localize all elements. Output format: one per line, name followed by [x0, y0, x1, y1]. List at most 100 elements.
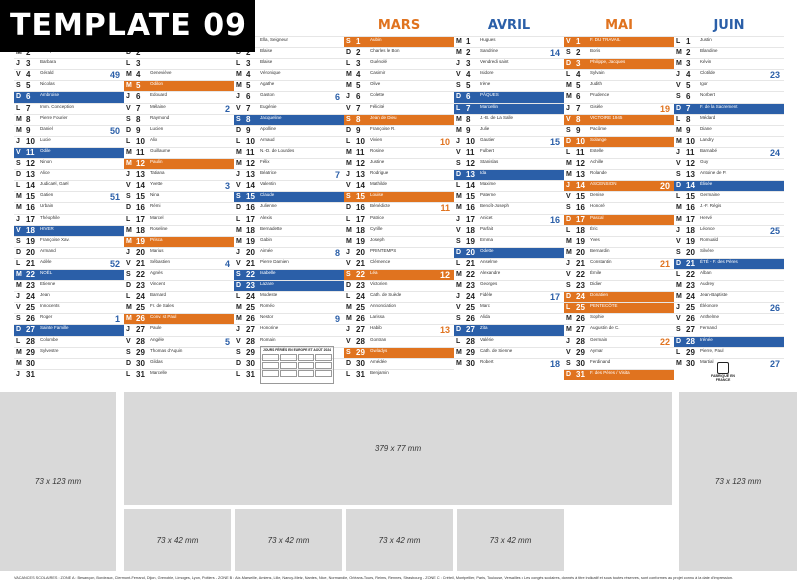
- week-number: 11: [440, 203, 450, 214]
- saint-name: Barbara: [40, 59, 57, 65]
- day-letter: D: [126, 204, 132, 212]
- saint-name: Aimée: [260, 247, 273, 253]
- day-letter: J: [456, 215, 460, 223]
- day-row: M 19 Gabin: [234, 235, 344, 247]
- day-row: V 22 Émile: [564, 268, 674, 280]
- week-number: 52: [109, 258, 120, 269]
- saint-name: Augustin de C.: [590, 325, 620, 331]
- day-row: M 29 Sylvestre: [14, 346, 124, 358]
- day-letter: L: [346, 370, 351, 378]
- day-number: 27: [356, 325, 365, 335]
- day-letter: M: [126, 160, 132, 168]
- day-number: 17: [136, 214, 145, 224]
- day-row: M 18 Bernadette: [234, 224, 344, 236]
- day-letter: M: [346, 160, 352, 168]
- day-number: 10: [576, 136, 585, 146]
- week-number: 23: [769, 70, 780, 81]
- day-row: D 20 Armand: [14, 246, 124, 258]
- saint-name: Yves: [590, 236, 600, 242]
- day-number: 29: [576, 347, 585, 357]
- week-number: 6: [334, 92, 340, 103]
- day-number: 27: [26, 325, 35, 335]
- day-number: 28: [466, 336, 475, 346]
- day-number: 2: [356, 48, 361, 58]
- day-number: 14: [466, 181, 475, 191]
- day-row: J 4 Clotilde 23: [674, 69, 784, 80]
- day-number: 1: [356, 37, 361, 46]
- day-row: J 25 Éléonore 26: [674, 302, 784, 313]
- day-letter: M: [456, 38, 462, 45]
- day-row: M 9 Daniel 50: [14, 124, 124, 136]
- day-number: 2: [576, 48, 581, 58]
- day-letter: L: [566, 304, 571, 312]
- day-number: 1: [686, 37, 691, 46]
- day-row: M 19 Yves: [564, 235, 674, 247]
- day-letter: M: [676, 293, 682, 301]
- saint-name: Véronique: [260, 70, 281, 76]
- saint-name: Romuald: [700, 236, 719, 242]
- saint-name: Sébastien: [150, 258, 171, 264]
- day-letter: M: [676, 126, 682, 134]
- day-number: 23: [576, 281, 585, 291]
- day-row: S 29 Thomas d'Aquin: [124, 346, 234, 358]
- day-row: L 17 Alexis: [234, 213, 344, 225]
- day-row: J 13 Tatiana: [124, 169, 234, 180]
- legend-title: JOURS FÉRIÉS EN EUROPE ET AOÛT 2024: [262, 348, 332, 352]
- week-number: 1: [114, 314, 120, 325]
- day-row: D 17 Pascal: [564, 213, 674, 225]
- day-number: 7: [576, 103, 581, 113]
- day-row: J 27 Paule: [124, 324, 234, 335]
- week-number: 10: [439, 136, 450, 147]
- saint-name: Sandrine: [480, 48, 499, 54]
- saint-name: Vendredi saint: [480, 59, 509, 65]
- saint-name: Olive: [370, 81, 381, 87]
- day-letter: M: [236, 160, 242, 168]
- day-row: S 15 Claude: [234, 191, 344, 203]
- week-number: 12: [439, 269, 450, 280]
- saint-name: Valérie: [480, 336, 494, 342]
- day-number: 13: [136, 170, 145, 180]
- day-number: 24: [26, 292, 35, 302]
- day-number: 2: [26, 48, 31, 58]
- saint-name: N.-D. de Lourdes: [260, 147, 295, 153]
- saint-name: Innocents: [40, 303, 60, 309]
- day-letter: D: [676, 259, 682, 267]
- saint-name: Joseph: [370, 236, 385, 242]
- day-row: L 31: [234, 368, 344, 380]
- day-letter: V: [236, 259, 241, 267]
- saint-name: Lazare: [260, 281, 274, 287]
- saint-name: Gabin: [260, 236, 273, 242]
- day-letter: D: [16, 93, 22, 101]
- day-row: M 13 Rolande: [564, 169, 674, 180]
- day-letter: L: [126, 60, 131, 68]
- week-number: 8: [334, 247, 340, 258]
- day-number: 27: [576, 325, 585, 335]
- day-row: J 10 Gautier 15: [454, 135, 564, 147]
- day-row: S 15 Nina: [124, 191, 234, 202]
- saint-name: Larissa: [370, 314, 385, 320]
- day-list: S 1 Aubin D 2 Charles le Bon L 3 Guénolé M 4 Casimi…: [344, 36, 454, 380]
- day-letter: M: [126, 237, 132, 245]
- saint-name: Justine: [370, 159, 385, 165]
- day-row: J 28 Germain 22: [564, 335, 674, 347]
- day-letter: J: [676, 148, 680, 156]
- day-letter: L: [126, 215, 131, 223]
- day-row: J 17 Théophile: [14, 213, 124, 225]
- day-row: D 9 Apolline: [234, 124, 344, 136]
- day-number: 7: [246, 103, 251, 113]
- saint-name: Aymar: [590, 347, 603, 353]
- day-letter: M: [346, 237, 352, 245]
- saint-name: Clémence: [370, 258, 391, 264]
- day-number: 21: [246, 258, 255, 268]
- day-row: D 3 Philippe, Jacques: [564, 58, 674, 70]
- day-number: 19: [576, 236, 585, 246]
- saint-name: Prudence: [590, 92, 610, 98]
- day-letter: S: [236, 115, 241, 123]
- saint-name: Nestor: [260, 314, 274, 320]
- center-ad-area: 379 x 77 mm: [124, 392, 672, 505]
- saint-name: Colette: [370, 92, 385, 98]
- day-letter: J: [346, 248, 350, 256]
- day-number: 14: [576, 181, 585, 191]
- day-number: 24: [136, 292, 145, 302]
- day-row: D 6 PÂQUES: [454, 91, 564, 103]
